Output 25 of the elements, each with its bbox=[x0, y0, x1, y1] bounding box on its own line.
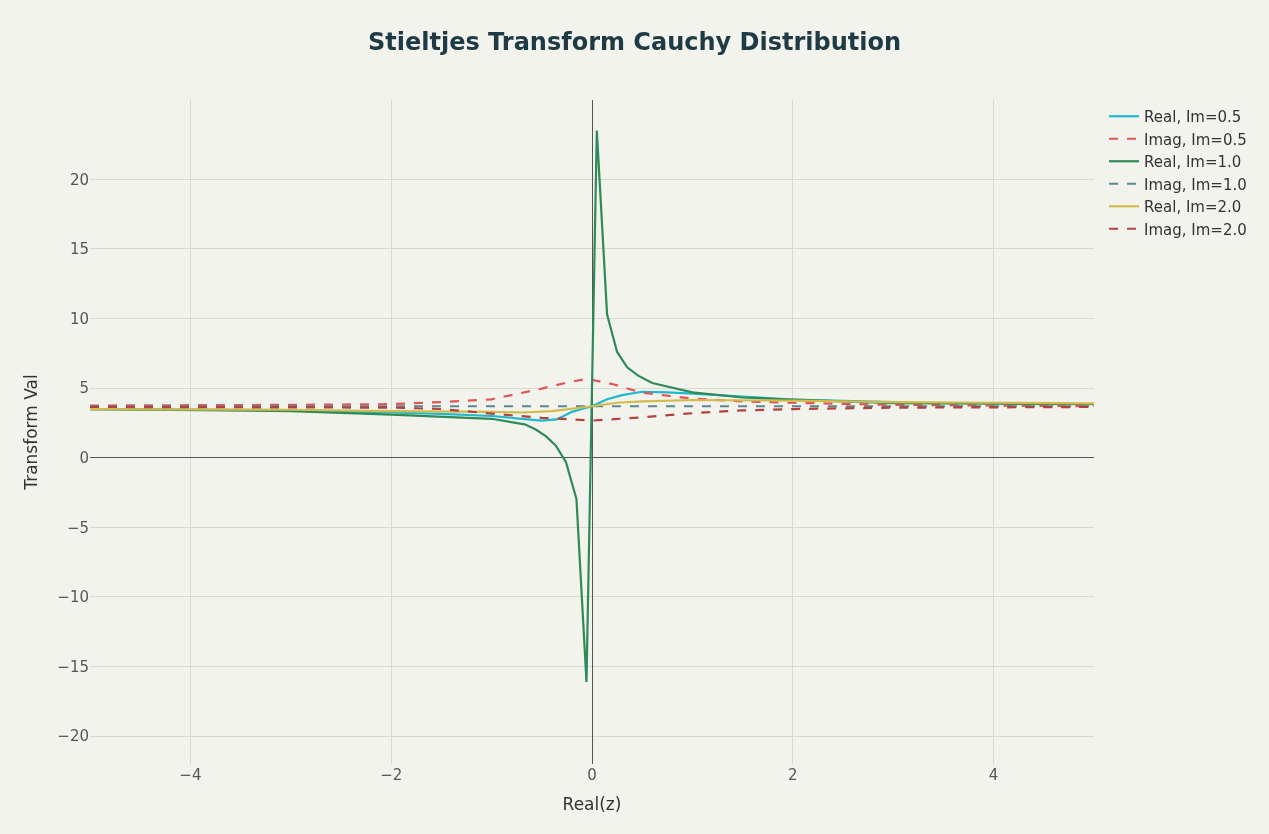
x-tick-label: −2 bbox=[380, 766, 403, 784]
y-axis-title: Transform Val bbox=[20, 374, 41, 491]
x-tick-label: 4 bbox=[988, 766, 999, 784]
y-tick-label: 20 bbox=[69, 170, 89, 189]
y-tick-label: 10 bbox=[69, 309, 89, 328]
x-tick-label: 0 bbox=[587, 766, 597, 784]
y-tick-label: −20 bbox=[57, 727, 89, 746]
y-tick-label: 0 bbox=[79, 449, 89, 467]
y-tick-label: −15 bbox=[57, 657, 89, 676]
legend-label: Imag, Im=2.0 bbox=[1144, 220, 1247, 239]
y-tick-label: 15 bbox=[69, 240, 89, 259]
legend-label: Real, Im=2.0 bbox=[1144, 198, 1242, 217]
chart-title: Stieltjes Transform Cauchy Distribution bbox=[367, 28, 902, 57]
line-series bbox=[90, 377, 1094, 408]
legend-label: Imag, Im=0.5 bbox=[1144, 130, 1247, 149]
line-series bbox=[90, 398, 1094, 414]
y-tick-label: −5 bbox=[66, 518, 89, 537]
legend-label: Imag, Im=1.0 bbox=[1144, 175, 1247, 194]
legend-label: Real, Im=0.5 bbox=[1144, 108, 1242, 127]
legend-label: Real, Im=1.0 bbox=[1144, 153, 1242, 172]
y-tick-label: 5 bbox=[79, 379, 89, 398]
y-tick-label: −10 bbox=[57, 588, 89, 607]
x-axis-title: Real(z) bbox=[562, 794, 622, 815]
x-tick-label: 2 bbox=[788, 766, 798, 784]
x-tick-label: −4 bbox=[179, 766, 202, 784]
